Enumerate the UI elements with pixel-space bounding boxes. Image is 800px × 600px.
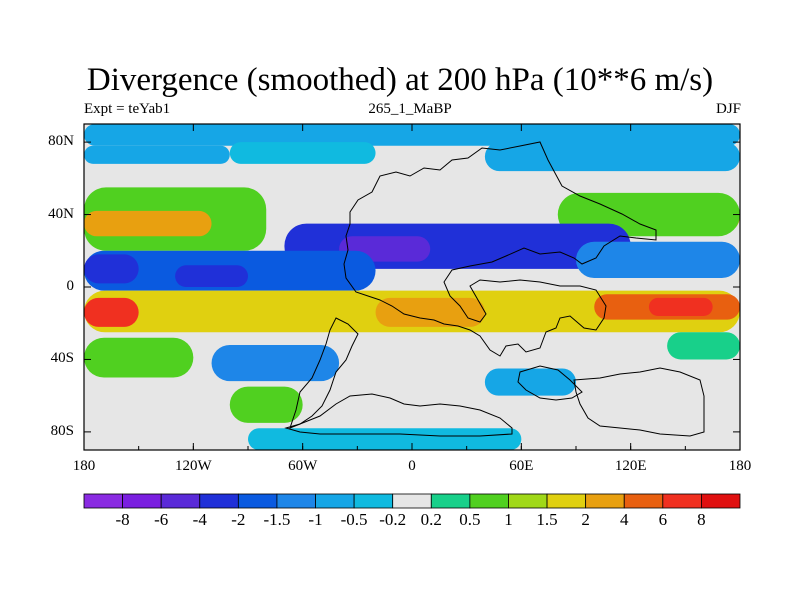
x-tick-label: 60E [509,458,534,474]
colorbar-level-label: 0.2 [420,510,442,529]
colorbar-level-label: 4 [619,510,629,529]
field-band-12 [175,265,248,287]
colorbar-swatch-6 [315,493,355,509]
field-band-11 [84,254,139,284]
colorbar-level-label: -0.2 [379,510,407,529]
continent-outline-east [573,367,705,437]
colorbar-swatch-13 [585,493,625,509]
colorbar-swatch-12 [546,493,587,509]
colorbar-swatch-15 [662,493,702,509]
colorbar-swatch-14 [623,493,664,509]
field-band-19 [84,337,194,378]
run-label: 265_1_MaBP [368,101,452,117]
colorbar-swatch-0 [83,493,123,509]
colorbar-level-label: -0.5 [340,510,368,529]
x-tick-label: 120W [174,458,212,474]
divergence-field [84,124,740,450]
field-band-5 [84,210,212,237]
field-band-20 [211,344,340,382]
y-tick-label: 0 [66,278,75,294]
colorbar [83,493,741,509]
y-tick-label: 40S [50,350,74,367]
colorbar-level-label: 2 [581,510,590,529]
colorbar-level-label: 6 [658,510,668,529]
colorbar-level-label: 1 [504,510,513,529]
y-tick-label: 40N [48,205,74,222]
antarctica-outline [284,393,513,437]
colorbar-swatch-10 [469,493,509,509]
coastline-outline [284,141,705,437]
field-band-18 [375,297,485,327]
y-tick-label: 80N [48,133,74,150]
colorbar-level-label: -4 [192,510,207,529]
field-band-23 [484,368,576,396]
field-band-1 [84,145,230,164]
colorbar-level-label: 1.5 [536,510,558,529]
colorbar-swatch-5 [276,493,316,509]
field-band-17 [84,297,139,327]
field-band-24 [248,428,522,450]
field-band-21 [667,332,740,360]
x-tick-label: 180 [728,458,752,474]
continent-outline-south [289,317,359,429]
colorbar-level-label: 8 [697,510,706,529]
colorbar-swatch-8 [392,493,432,509]
colorbar-level-label: -2 [231,510,246,529]
continent-outline-north [343,141,657,357]
experiment-label: Expt = teYab1 [84,101,171,117]
continent-outline-australia [517,365,583,401]
colorbar-swatch-4 [237,493,278,509]
x-tick-label: 60W [288,458,318,474]
season-label: DJF [715,101,741,117]
axis-ticks [83,124,741,450]
colorbar-swatch-1 [122,493,162,509]
colorbar-level-label: -8 [115,510,130,529]
colorbar-swatch-7 [353,493,394,509]
field-band-13 [576,241,740,278]
colorbar-level-label: -6 [154,510,169,529]
y-tick-label: 80S [50,422,74,439]
field-band-0 [84,124,740,146]
colorbar-swatch-3 [199,493,239,509]
colorbar-swatch-2 [160,493,201,509]
colorbar-level-label: -1.5 [263,510,291,529]
field-band-22 [229,386,303,423]
colorbar-swatch-9 [430,493,471,509]
colorbar-level-label: 0.5 [459,510,481,529]
x-tick-label: 0 [408,458,416,474]
x-tick-label: 180 [72,458,96,474]
x-tick-label: 120E [614,458,647,474]
colorbar-level-label: -1 [308,510,323,529]
field-band-2 [229,142,376,164]
field-band-3 [484,142,740,172]
colorbar-swatch-11 [508,493,548,509]
chart-title: Divergence (smoothed) at 200 hPa (10**6 … [86,62,714,98]
colorbar-swatch-16 [701,493,741,509]
field-band-16 [648,297,713,316]
